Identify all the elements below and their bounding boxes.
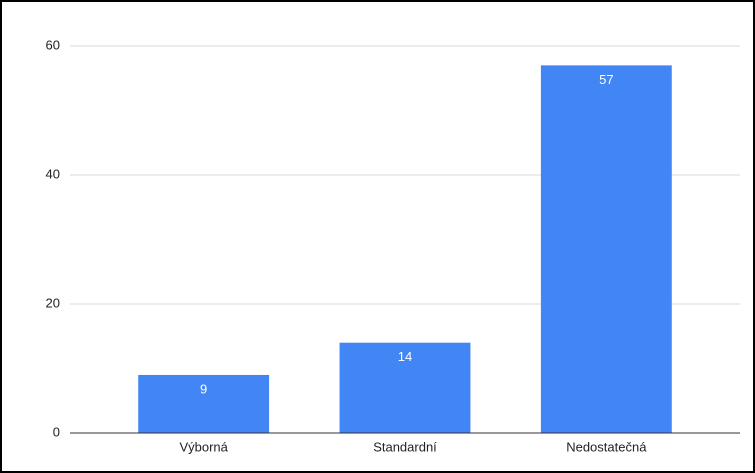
x-tick-label: Nedostatečná (566, 439, 647, 454)
bar (540, 65, 672, 433)
y-tick-label: 20 (46, 295, 60, 310)
bar (138, 374, 270, 433)
data-label: 57 (599, 72, 613, 87)
x-tick-label: Výborná (179, 439, 228, 454)
y-tick-label: 60 (46, 37, 60, 52)
data-label: 14 (398, 349, 412, 364)
y-tick-label: 40 (46, 166, 60, 181)
data-label: 9 (200, 381, 207, 396)
x-tick-label: Standardní (373, 439, 437, 454)
y-tick-label: 0 (53, 424, 60, 439)
bar (339, 342, 471, 433)
